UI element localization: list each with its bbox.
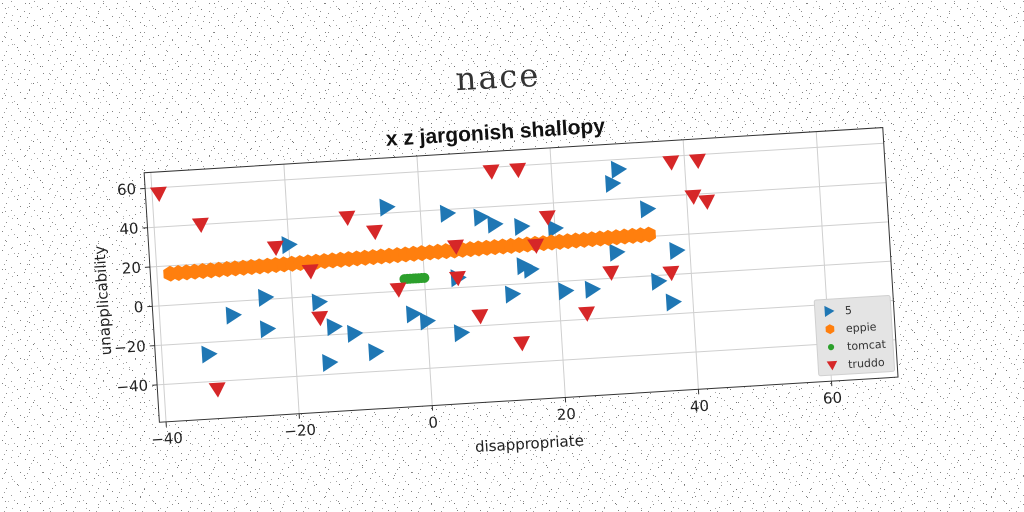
data-point [225,306,242,325]
y-tick-label: 0 [133,298,144,317]
data-point [538,210,556,226]
data-point [379,198,396,217]
x-tick-label: 40 [689,397,709,416]
data-point [662,155,680,171]
data-point [439,204,457,223]
y-grid-line [147,182,887,229]
data-point [338,210,356,226]
data-point [259,320,277,339]
data-point [665,293,683,312]
data-point [640,200,657,219]
data-point [605,174,622,193]
x-grid-line [682,139,699,390]
data-point [527,238,545,254]
data-point [523,260,540,279]
y-grid-line [154,299,894,347]
legend-entry: truddo [848,356,885,371]
series-marks [149,153,716,398]
y-tick-label: −40 [116,376,149,396]
data-point [602,265,620,281]
y-tick-label: −20 [114,337,147,357]
x-grid-line [283,164,300,414]
data-point [487,215,504,234]
legend: 5 eppie tomcat truddo [813,295,896,377]
data-point [688,153,706,170]
legend-marker [827,344,835,351]
x-tick-label: 0 [428,413,439,432]
x-tick-label: −20 [284,421,317,441]
data-point [322,353,339,372]
data-point [684,189,702,205]
y-tick-label: 60 [117,180,137,199]
legend-entry: eppie [846,320,878,335]
data-point [448,270,466,287]
y-tick-label: 20 [121,259,141,278]
data-point [311,310,329,327]
data-point [301,264,319,280]
y-tick-label: 40 [119,219,139,238]
data-point [326,318,343,337]
data-point [419,312,437,331]
data-point [578,306,595,322]
y-grid-line [157,339,896,386]
data-point [201,345,218,364]
data-point [482,164,500,180]
data-point [281,236,298,255]
data-point [609,243,626,262]
data-point [547,219,564,238]
x-tick-label: 20 [556,405,576,424]
x-grid-line [549,147,566,398]
x-tick-label: −40 [151,429,184,449]
y-grid-line [152,260,891,307]
data-point [453,324,471,343]
legend-marker [824,305,835,318]
legend-marker [826,360,838,371]
data-point [149,186,167,203]
data-point [389,282,407,298]
data-point [669,242,686,261]
x-tick-label: 60 [822,389,842,408]
ticks: −40 −20 0 20 40 60 −40 −20 0 20 40 60 [114,180,843,449]
data-point [419,272,430,283]
legend-box [813,295,896,377]
data-point [558,282,575,301]
series-3-points [149,153,716,398]
data-point [509,162,527,179]
series-0-points [201,160,686,372]
data-point [368,343,385,362]
data-point [365,224,383,241]
data-point [405,305,423,324]
legend-entry: 5 [844,304,852,317]
data-point [191,217,209,233]
data-point [447,239,464,255]
data-point [651,272,668,291]
legend-entry: tomcat [847,338,887,353]
data-point [258,288,275,307]
super-title: nace [455,56,541,98]
data-point [266,240,284,257]
data-point [698,194,716,210]
data-point [471,308,489,325]
x-grid-line [150,172,167,422]
data-point [513,336,530,352]
data-point [610,160,628,179]
data-point [208,382,226,398]
data-point [584,280,602,299]
data-point [311,293,329,312]
data-point [662,265,680,282]
plot-frame [143,127,899,423]
data-point [473,208,490,227]
data-point [641,226,657,243]
data-point [347,324,364,343]
legend-marker [825,324,835,335]
data-point [514,217,531,236]
data-point [504,285,522,304]
series-2-points [399,272,430,285]
